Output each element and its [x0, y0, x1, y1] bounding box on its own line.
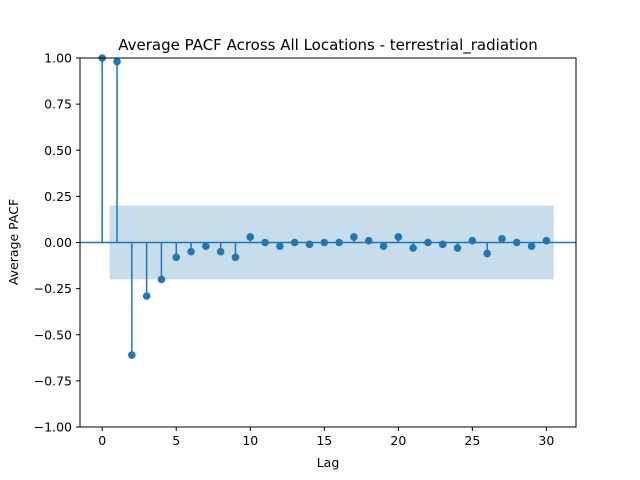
y-tick-label: −0.50	[34, 327, 72, 342]
data-point	[142, 292, 151, 300]
data-point	[276, 242, 284, 250]
data-point	[202, 242, 210, 250]
y-axis-label: Average PACF	[6, 199, 21, 285]
data-point	[394, 233, 403, 241]
data-point	[498, 235, 506, 243]
x-tick-label: 20	[390, 433, 406, 448]
data-point	[290, 238, 299, 247]
y-tick-label: −1.00	[34, 420, 72, 435]
y-tick-label: 0.50	[44, 143, 72, 158]
data-point	[246, 233, 255, 241]
data-point	[453, 244, 462, 252]
data-point	[483, 249, 491, 258]
y-tick-label: −0.75	[34, 373, 72, 388]
y-tick-label: 0.25	[44, 189, 72, 204]
data-point	[231, 253, 240, 262]
x-tick-label: 25	[464, 433, 480, 448]
data-point	[320, 238, 329, 247]
y-tick-label: 0.00	[44, 235, 72, 250]
y-tick-label: 1.00	[44, 51, 72, 66]
x-axis-ticks: 0 5 10 15 20 25 30	[98, 427, 554, 448]
data-point	[364, 236, 373, 245]
data-point	[512, 238, 521, 247]
data-point	[216, 247, 225, 256]
data-point	[542, 236, 551, 245]
data-point	[187, 247, 195, 256]
data-point	[468, 236, 477, 245]
data-point	[157, 275, 166, 284]
marker-layer	[98, 54, 551, 359]
x-tick-label: 0	[98, 433, 106, 448]
x-tick-label: 30	[538, 433, 554, 448]
data-point	[438, 240, 447, 249]
data-point	[409, 244, 417, 252]
data-point	[350, 233, 358, 241]
y-tick-label: −0.25	[34, 281, 72, 296]
x-tick-label: 10	[242, 433, 258, 448]
chart-title: Average PACF Across All Locations - terr…	[118, 36, 538, 55]
data-point	[424, 238, 432, 247]
data-point	[128, 351, 136, 359]
y-tick-label: 0.75	[44, 97, 72, 112]
data-point	[527, 242, 536, 250]
data-point	[113, 57, 121, 66]
data-point	[335, 238, 343, 247]
x-tick-label: 15	[316, 433, 332, 448]
data-point	[261, 238, 269, 247]
data-point	[172, 253, 181, 262]
data-point	[305, 240, 314, 249]
x-axis-label: Lag	[317, 455, 340, 470]
y-axis-ticks: −1.00 −0.75 −0.50 −0.25 0.00 0.25 0.50 0.75 1.00	[34, 51, 80, 435]
data-point	[379, 242, 388, 250]
x-tick-label: 5	[172, 433, 180, 448]
